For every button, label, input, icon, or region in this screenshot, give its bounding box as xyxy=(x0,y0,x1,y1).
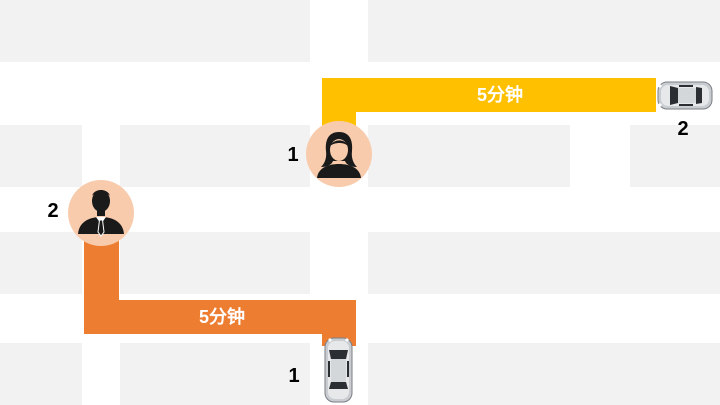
car-top-number: 2 xyxy=(677,118,689,140)
route-bottom-time-label: 5分钟 xyxy=(198,307,245,327)
car-icon xyxy=(322,336,355,405)
man-icon xyxy=(68,180,134,246)
city-block xyxy=(368,0,720,62)
woman-icon xyxy=(306,121,372,187)
city-block xyxy=(120,343,310,405)
route-bottom-horizontal xyxy=(84,300,356,334)
city-block xyxy=(120,125,310,187)
car-bottom-number: 1 xyxy=(288,365,300,387)
city-block xyxy=(630,125,720,187)
city-block xyxy=(368,125,570,187)
city-block xyxy=(368,343,720,405)
woman-number: 1 xyxy=(287,144,299,166)
man-number: 2 xyxy=(47,200,59,222)
car-icon xyxy=(656,79,714,117)
city-block xyxy=(0,343,82,405)
city-block xyxy=(0,232,82,294)
route-top-horizontal xyxy=(322,78,656,112)
route-top-time-label: 5分钟 xyxy=(476,85,523,105)
city-block xyxy=(120,232,310,294)
city-block xyxy=(0,125,82,187)
city-block xyxy=(0,0,310,62)
city-block xyxy=(368,232,720,294)
